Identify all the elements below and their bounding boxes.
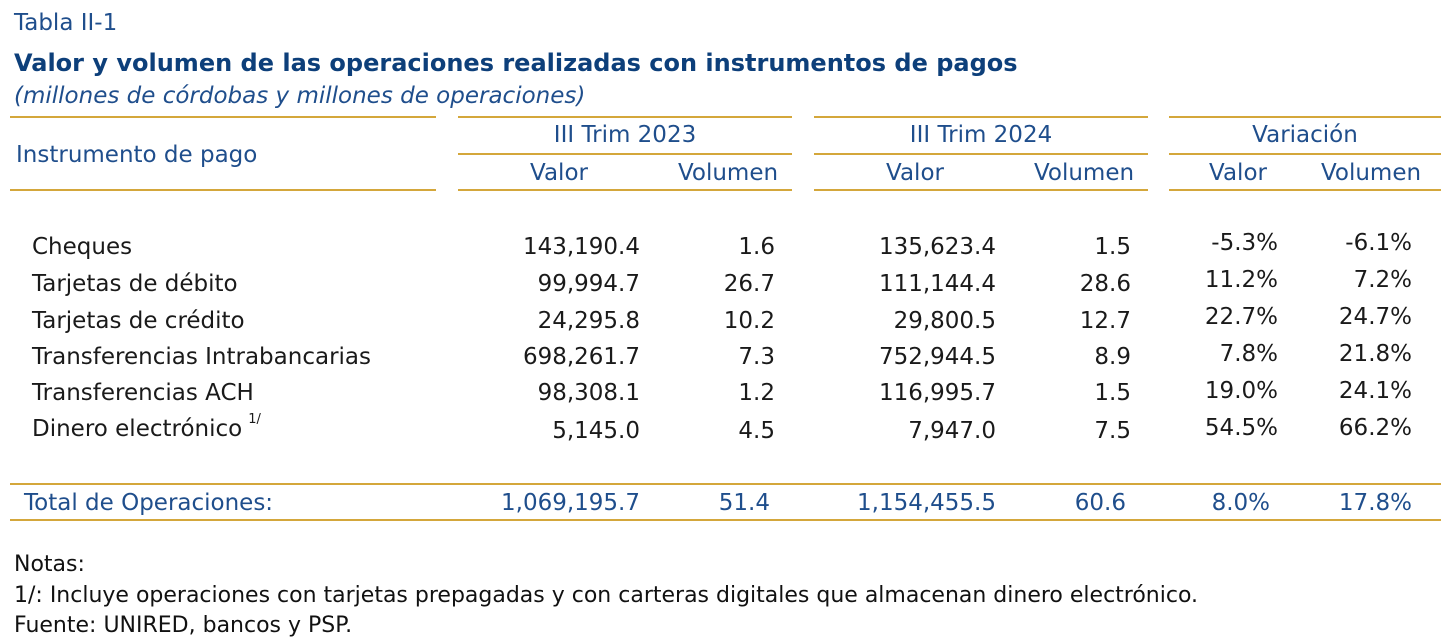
row-cell: 98,308.1	[537, 380, 640, 406]
row-cell: 752,944.5	[878, 344, 996, 370]
row-cell: 66.2%	[1338, 415, 1412, 441]
group-underline-2024	[814, 153, 1148, 155]
row-cell: 12.7	[1079, 308, 1131, 334]
row-cell: 99,994.7	[537, 271, 640, 297]
total-cell: 60.6	[1074, 490, 1126, 516]
header-bottom-rule-instrument	[10, 189, 436, 191]
row-cell: 1.5	[1094, 234, 1131, 260]
subheader-valor-2023: Valor	[530, 160, 588, 186]
row-cell: -6.1%	[1345, 230, 1412, 256]
row-cell: 21.8%	[1338, 341, 1412, 367]
row-cell: 4.5	[738, 418, 775, 444]
total-cell: 1,069,195.7	[501, 490, 640, 516]
header-group-variacion: Variación	[1252, 122, 1358, 148]
total-cell: 8.0%	[1211, 490, 1270, 516]
row-label: Transferencias ACH	[32, 380, 254, 406]
group-underline-2023	[458, 153, 792, 155]
header-top-rule-2023	[458, 116, 792, 118]
row-cell: 7,947.0	[908, 418, 996, 444]
row-cell: 7.8%	[1219, 341, 1278, 367]
subheader-valor-variacion: Valor	[1209, 160, 1267, 186]
row-label: Dinero electrónico	[32, 416, 243, 442]
table-label: Tabla II-1	[14, 10, 118, 36]
row-label-with-footnote: Dinero electrónico 1/	[32, 412, 261, 442]
row-cell: 24,295.8	[537, 308, 640, 334]
source-note: Fuente: UNIRED, bancos y PSP.	[14, 613, 353, 638]
notes-heading: Notas:	[14, 552, 85, 577]
row-cell: 143,190.4	[522, 234, 640, 260]
header-bottom-rule-variacion	[1169, 189, 1441, 191]
row-cell: 24.7%	[1338, 304, 1412, 330]
row-cell: 1.2	[738, 380, 775, 406]
row-cell: 8.9	[1094, 344, 1131, 370]
row-cell: 22.7%	[1204, 304, 1278, 330]
total-bottom-rule	[10, 519, 1441, 521]
subheader-volumen-2023: Volumen	[677, 160, 779, 186]
row-cell: 111,144.4	[878, 271, 996, 297]
row-cell: -5.3%	[1211, 230, 1278, 256]
header-top-rule-variacion	[1169, 116, 1441, 118]
row-cell: 698,261.7	[522, 344, 640, 370]
total-cell: 1,154,455.5	[857, 490, 996, 516]
row-cell: 5,145.0	[552, 418, 640, 444]
table-subtitle: (millones de córdobas y millones de oper…	[14, 83, 586, 109]
header-top-rule-2024	[814, 116, 1148, 118]
note-1: 1/: Incluye operaciones con tarjetas pre…	[14, 583, 1199, 608]
total-label: Total de Operaciones:	[24, 490, 274, 516]
total-cell: 17.8%	[1338, 490, 1412, 516]
header-group-2023: III Trim 2023	[553, 122, 697, 148]
header-group-2024: III Trim 2024	[909, 122, 1053, 148]
row-label: Tarjetas de crédito	[32, 308, 245, 334]
row-cell: 116,995.7	[878, 380, 996, 406]
row-label: Cheques	[32, 234, 133, 260]
row-cell: 54.5%	[1204, 415, 1278, 441]
row-cell: 7.2%	[1353, 267, 1412, 293]
row-cell: 29,800.5	[893, 308, 996, 334]
row-cell: 26.7	[723, 271, 775, 297]
subheader-valor-2024: Valor	[886, 160, 944, 186]
row-cell: 7.3	[738, 344, 775, 370]
header-bottom-rule-2024	[814, 189, 1148, 191]
header-top-rule-instrument	[10, 116, 436, 118]
footnote-marker: 1/	[248, 412, 261, 427]
header-instrument: Instrumento de pago	[16, 142, 258, 168]
row-cell: 24.1%	[1338, 378, 1412, 404]
subheader-volumen-2024: Volumen	[1033, 160, 1135, 186]
table-title: Valor y volumen de las operaciones reali…	[14, 49, 1018, 77]
row-cell: 28.6	[1079, 271, 1131, 297]
row-label: Tarjetas de débito	[32, 271, 238, 297]
row-label: Transferencias Intrabancarias	[32, 344, 371, 370]
total-cell: 51.4	[718, 490, 770, 516]
row-cell: 7.5	[1094, 418, 1131, 444]
subheader-volumen-variacion: Volumen	[1320, 160, 1422, 186]
header-bottom-rule-2023	[458, 189, 792, 191]
row-cell: 135,623.4	[878, 234, 996, 260]
row-cell: 11.2%	[1204, 267, 1278, 293]
row-cell: 1.5	[1094, 380, 1131, 406]
row-cell: 1.6	[738, 234, 775, 260]
row-cell: 19.0%	[1204, 378, 1278, 404]
group-underline-variacion	[1169, 153, 1441, 155]
row-cell: 10.2	[723, 308, 775, 334]
total-top-rule	[10, 483, 1441, 485]
